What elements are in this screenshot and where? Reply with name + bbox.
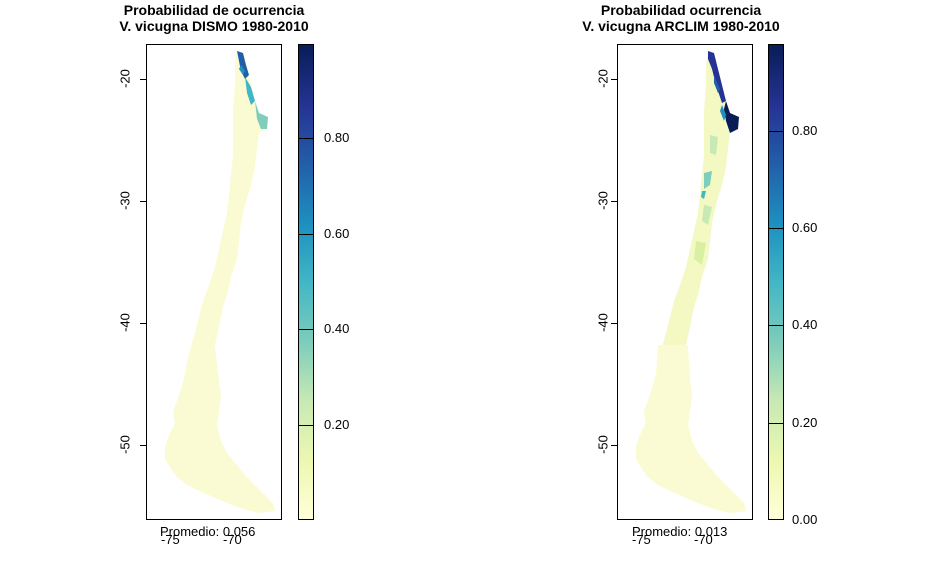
y-tick-label: -50 xyxy=(117,435,133,454)
colorbar-tick xyxy=(769,423,783,424)
colorbar-label: 0.40 xyxy=(324,321,350,336)
colorbar-tick xyxy=(769,325,783,326)
chile-map xyxy=(165,51,275,513)
title-line-2: V. vicugna ARCLIM 1980-2010 xyxy=(582,18,780,34)
y-tick-label: -20 xyxy=(595,69,611,88)
y-tick xyxy=(140,201,146,202)
y-tick-label: -40 xyxy=(595,313,611,332)
x-tick-label: -70 xyxy=(694,532,713,547)
colorbar-label: 0.20 xyxy=(324,417,350,432)
colorbar xyxy=(298,44,314,520)
high-prob-patch xyxy=(255,101,268,129)
map-panel-arclim: Probabilidad ocurrencia V. vicugna ARCLI… xyxy=(471,0,942,564)
y-tick xyxy=(140,445,146,446)
panel-title: Probabilidad ocurrencia V. vicugna ARCLI… xyxy=(531,2,831,34)
y-tick-label: -40 xyxy=(117,313,133,332)
y-tick-label: -20 xyxy=(117,69,133,88)
colorbar-tick xyxy=(299,138,313,139)
map-plot-area xyxy=(146,44,282,520)
low-prob-zone xyxy=(636,345,746,513)
mid-prob-patch xyxy=(694,241,706,265)
title-line-1: Probabilidad de ocurrencia xyxy=(123,2,305,18)
colorbar-label: 0.80 xyxy=(792,123,818,138)
high-prob-patch xyxy=(237,51,249,79)
colorbar-tick xyxy=(769,131,783,132)
y-tick xyxy=(611,201,617,202)
colorbar-label: 0.60 xyxy=(792,220,818,235)
colorbar-label: 0.40 xyxy=(792,317,818,332)
map-plot-area xyxy=(617,44,753,520)
colorbar-tick xyxy=(299,425,313,426)
y-tick xyxy=(611,79,617,80)
title-line-2: V. vicugna DISMO 1980-2010 xyxy=(119,18,309,34)
y-tick-label: -30 xyxy=(595,191,611,210)
y-tick xyxy=(140,323,146,324)
panel-title: Probabilidad de ocurrencia V. vicugna DI… xyxy=(64,2,364,34)
y-tick-label: -50 xyxy=(595,435,611,454)
x-tick-label: -70 xyxy=(223,532,242,547)
mid-prob-patch xyxy=(702,205,712,225)
colorbar-tick xyxy=(769,228,783,229)
y-tick xyxy=(611,445,617,446)
colorbar-label: 0.20 xyxy=(792,415,818,430)
territory-shape xyxy=(165,51,275,513)
map-panel-dismo: Probabilidad de ocurrencia V. vicugna DI… xyxy=(64,2,364,547)
high-prob-patch xyxy=(239,65,245,75)
mid-prob-patch xyxy=(710,135,718,155)
high-prob-patch xyxy=(245,77,255,105)
x-tick-label: -75 xyxy=(161,532,180,547)
colorbar xyxy=(768,44,784,520)
y-tick xyxy=(611,323,617,324)
high-prob-patch xyxy=(724,101,739,133)
high-prob-patch xyxy=(714,75,720,93)
promedio-label: Promedio: 0.013 xyxy=(632,524,728,539)
x-tick-label: -75 xyxy=(632,532,651,547)
high-prob-patch xyxy=(708,51,726,103)
colorbar-tick xyxy=(299,329,313,330)
colorbar-label: 0.80 xyxy=(324,130,350,145)
y-tick-label: -30 xyxy=(117,191,133,210)
colorbar-tick xyxy=(299,234,313,235)
chile-map xyxy=(636,51,746,513)
colorbar-label: 0.00 xyxy=(792,512,818,527)
high-prob-patch xyxy=(720,105,726,121)
promedio-label: Promedio: 0.056 xyxy=(160,524,256,539)
title-line-1: Probabilidad ocurrencia xyxy=(600,2,762,18)
colorbar-label: 0.60 xyxy=(324,226,350,241)
mid-prob-patch xyxy=(704,171,712,189)
y-tick xyxy=(140,79,146,80)
mid-prob-patch xyxy=(701,191,706,199)
